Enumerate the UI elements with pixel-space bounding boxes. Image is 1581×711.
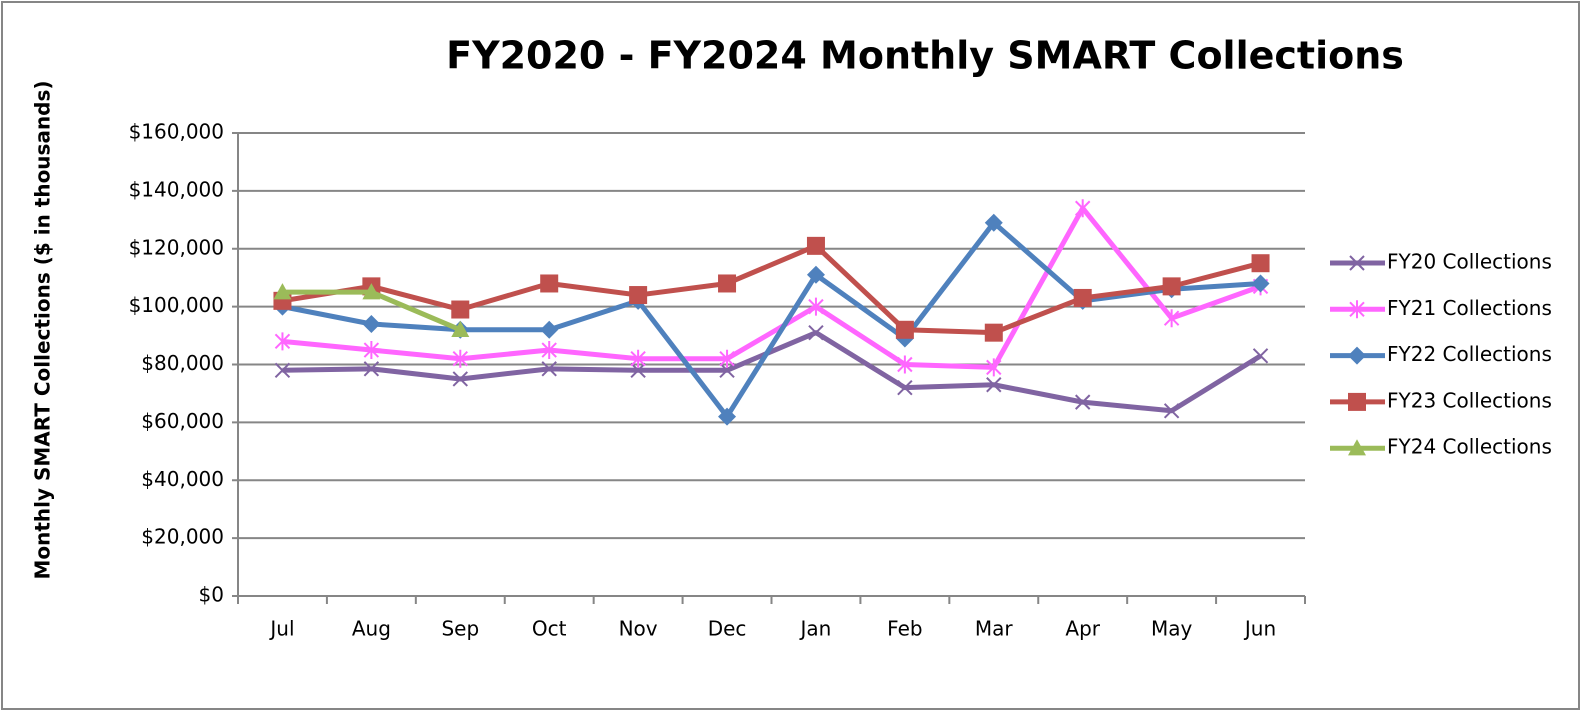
y-tick-label: $140,000	[129, 177, 224, 201]
x-tick-label: Aug	[352, 617, 391, 641]
x-tick-label: Feb	[887, 617, 922, 641]
x-tick-label: Jan	[799, 617, 832, 641]
y-tick-label: $160,000	[129, 120, 224, 144]
data-point	[808, 324, 824, 341]
x-tick-label: Jun	[1243, 617, 1276, 641]
data-point	[541, 361, 557, 377]
data-point	[452, 349, 468, 368]
x-tick-label: Oct	[532, 617, 567, 641]
legend-label: FY21 Collections	[1387, 296, 1552, 320]
data-point	[1163, 309, 1180, 328]
y-tick-label: $80,000	[141, 351, 224, 375]
series-line	[281, 220, 1261, 420]
data-point	[452, 371, 468, 387]
data-point	[1251, 274, 1270, 293]
data-point	[451, 320, 470, 337]
data-point	[984, 213, 1003, 232]
legend-marker	[1348, 346, 1366, 365]
x-tick-label: Sep	[441, 617, 479, 641]
data-point	[1163, 403, 1180, 419]
y-tick-label: $20,000	[141, 525, 224, 549]
y-tick-label: $100,000	[129, 293, 224, 317]
data-point	[540, 274, 559, 293]
legend-marker	[1348, 392, 1366, 411]
data-point	[719, 349, 735, 368]
data-point	[362, 314, 381, 333]
y-axis-label: Monthly SMART Collections ($ in thousand…	[31, 80, 55, 579]
data-point	[986, 358, 1002, 377]
data-point	[541, 341, 557, 360]
y-tick-label: $40,000	[141, 467, 224, 491]
chart-title: FY2020 - FY2024 Monthly SMART Collection…	[446, 34, 1404, 78]
x-tick-label: Jul	[268, 617, 294, 641]
legend-label: FY23 Collections	[1387, 388, 1552, 412]
legend-label: FY24 Collections	[1387, 435, 1552, 459]
data-point	[718, 407, 737, 426]
x-tick-label: Mar	[975, 617, 1014, 641]
y-tick-label: $60,000	[141, 409, 224, 433]
data-point	[274, 332, 291, 351]
data-point	[363, 341, 380, 360]
legend-marker	[1349, 255, 1365, 271]
x-tick-label: Dec	[708, 617, 747, 641]
y-tick-label: $0	[199, 583, 224, 607]
legend-label: FY22 Collections	[1387, 342, 1552, 366]
series-line	[282, 330, 1262, 414]
data-point	[808, 297, 824, 316]
data-point	[1073, 288, 1092, 307]
data-point	[1162, 277, 1181, 296]
data-point	[806, 265, 825, 284]
data-point	[362, 283, 381, 300]
data-point	[984, 323, 1003, 342]
data-point	[897, 379, 913, 396]
data-point	[718, 274, 737, 293]
data-point	[451, 300, 470, 319]
data-point	[806, 236, 825, 255]
x-tick-label: Nov	[619, 617, 658, 641]
data-point	[1252, 348, 1269, 364]
data-point	[273, 283, 292, 300]
legend-marker	[1349, 300, 1365, 319]
legend-label: FY20 Collections	[1387, 250, 1552, 274]
data-point	[630, 362, 646, 378]
x-tick-label: May	[1151, 617, 1193, 641]
x-tick-label: Apr	[1065, 617, 1100, 641]
data-point	[274, 362, 291, 378]
y-tick-label: $120,000	[129, 235, 224, 259]
data-point	[630, 349, 646, 368]
data-point	[629, 286, 648, 305]
data-point	[986, 377, 1002, 393]
series-line	[282, 243, 1262, 336]
data-point	[895, 320, 914, 339]
data-point	[540, 320, 559, 339]
data-point	[719, 362, 735, 378]
data-point	[363, 361, 380, 377]
data-point	[1075, 199, 1091, 218]
data-point	[1251, 254, 1270, 273]
data-point	[897, 355, 913, 374]
data-point	[1075, 394, 1091, 410]
legend-marker	[1348, 439, 1366, 456]
series-line	[282, 205, 1262, 370]
